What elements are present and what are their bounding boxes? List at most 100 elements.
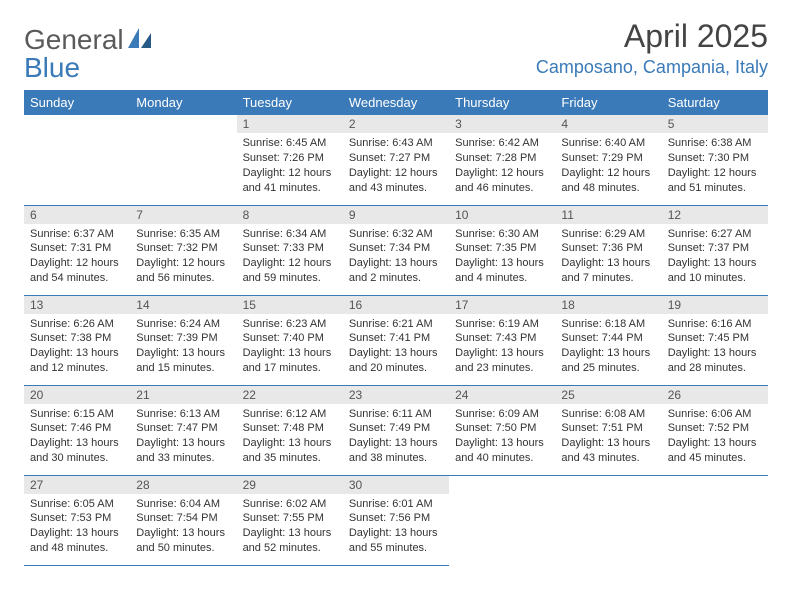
day-number: 15	[237, 296, 343, 314]
daylight-text: Daylight: 13 hours and 20 minutes.	[349, 346, 443, 376]
sunset-text: Sunset: 7:30 PM	[668, 151, 762, 166]
sunset-text: Sunset: 7:41 PM	[349, 331, 443, 346]
daylight-text: Daylight: 13 hours and 33 minutes.	[136, 436, 230, 466]
sunrise-text: Sunrise: 6:02 AM	[243, 497, 337, 512]
page: General April 2025 Camposano, Campania, …	[0, 0, 792, 576]
sunrise-text: Sunrise: 6:40 AM	[561, 136, 655, 151]
day-body: Sunrise: 6:29 AMSunset: 7:36 PMDaylight:…	[555, 224, 661, 290]
daylight-text: Daylight: 13 hours and 4 minutes.	[455, 256, 549, 286]
day-body: Sunrise: 6:37 AMSunset: 7:31 PMDaylight:…	[24, 224, 130, 290]
daylight-text: Daylight: 12 hours and 56 minutes.	[136, 256, 230, 286]
sunrise-text: Sunrise: 6:04 AM	[136, 497, 230, 512]
sunset-text: Sunset: 7:40 PM	[243, 331, 337, 346]
sunrise-text: Sunrise: 6:08 AM	[561, 407, 655, 422]
sunrise-text: Sunrise: 6:38 AM	[668, 136, 762, 151]
weekday-header: Saturday	[662, 90, 768, 115]
sunrise-text: Sunrise: 6:30 AM	[455, 227, 549, 242]
calendar-day-cell: 16Sunrise: 6:21 AMSunset: 7:41 PMDayligh…	[343, 295, 449, 385]
day-number: 17	[449, 296, 555, 314]
day-number: 18	[555, 296, 661, 314]
day-body: Sunrise: 6:19 AMSunset: 7:43 PMDaylight:…	[449, 314, 555, 380]
weekday-header: Thursday	[449, 90, 555, 115]
calendar-day-cell: 18Sunrise: 6:18 AMSunset: 7:44 PMDayligh…	[555, 295, 661, 385]
day-number: 24	[449, 386, 555, 404]
sunset-text: Sunset: 7:51 PM	[561, 421, 655, 436]
day-number: 10	[449, 206, 555, 224]
day-body: Sunrise: 6:09 AMSunset: 7:50 PMDaylight:…	[449, 404, 555, 470]
daylight-text: Daylight: 13 hours and 28 minutes.	[668, 346, 762, 376]
sunset-text: Sunset: 7:26 PM	[243, 151, 337, 166]
sunrise-text: Sunrise: 6:19 AM	[455, 317, 549, 332]
day-number: 16	[343, 296, 449, 314]
sunset-text: Sunset: 7:32 PM	[136, 241, 230, 256]
title-block: April 2025 Camposano, Campania, Italy	[536, 18, 768, 78]
calendar-day-cell: 17Sunrise: 6:19 AMSunset: 7:43 PMDayligh…	[449, 295, 555, 385]
calendar-day-cell: 21Sunrise: 6:13 AMSunset: 7:47 PMDayligh…	[130, 385, 236, 475]
calendar-empty-cell	[555, 475, 661, 565]
day-number: 26	[662, 386, 768, 404]
sunrise-text: Sunrise: 6:43 AM	[349, 136, 443, 151]
calendar-table: SundayMondayTuesdayWednesdayThursdayFrid…	[24, 90, 768, 566]
sunset-text: Sunset: 7:31 PM	[30, 241, 124, 256]
logo-text-blue: Blue	[24, 52, 80, 84]
calendar-week-row: 6Sunrise: 6:37 AMSunset: 7:31 PMDaylight…	[24, 205, 768, 295]
day-number: 30	[343, 476, 449, 494]
calendar-day-cell: 10 Sunrise: 6:30 AMSunset: 7:35 PMDayligh…	[449, 205, 555, 295]
day-number: 2	[343, 115, 449, 133]
day-body: Sunrise: 6:16 AMSunset: 7:45 PMDaylight:…	[662, 314, 768, 380]
day-body: Sunrise: 6:05 AMSunset: 7:53 PMDaylight:…	[24, 494, 130, 560]
day-number: 7	[130, 206, 236, 224]
calendar-day-cell: 19Sunrise: 6:16 AMSunset: 7:45 PMDayligh…	[662, 295, 768, 385]
sunrise-text: Sunrise: 6:35 AM	[136, 227, 230, 242]
day-body: Sunrise: 6:15 AMSunset: 7:46 PMDaylight:…	[24, 404, 130, 470]
sunset-text: Sunset: 7:45 PM	[668, 331, 762, 346]
calendar-day-cell: 25Sunrise: 6:08 AMSunset: 7:51 PMDayligh…	[555, 385, 661, 475]
day-body: Sunrise: 6:26 AMSunset: 7:38 PMDaylight:…	[24, 314, 130, 380]
daylight-text: Daylight: 13 hours and 50 minutes.	[136, 526, 230, 556]
day-body: Sunrise: 6:01 AMSunset: 7:56 PMDaylight:…	[343, 494, 449, 560]
sunrise-text: Sunrise: 6:09 AM	[455, 407, 549, 422]
sunset-text: Sunset: 7:55 PM	[243, 511, 337, 526]
calendar-day-cell: 22Sunrise: 6:12 AMSunset: 7:48 PMDayligh…	[237, 385, 343, 475]
calendar-empty-cell	[130, 115, 236, 205]
sunset-text: Sunset: 7:47 PM	[136, 421, 230, 436]
day-body: Sunrise: 6:42 AMSunset: 7:28 PMDaylight:…	[449, 133, 555, 199]
day-number: 6	[24, 206, 130, 224]
weekday-header: Sunday	[24, 90, 130, 115]
sunrise-text: Sunrise: 6:45 AM	[243, 136, 337, 151]
day-body: Sunrise: 6:21 AMSunset: 7:41 PMDaylight:…	[343, 314, 449, 380]
daylight-text: Daylight: 12 hours and 51 minutes.	[668, 166, 762, 196]
sunrise-text: Sunrise: 6:06 AM	[668, 407, 762, 422]
calendar-day-cell: 5Sunrise: 6:38 AMSunset: 7:30 PMDaylight…	[662, 115, 768, 205]
day-body: Sunrise: 6:35 AMSunset: 7:32 PMDaylight:…	[130, 224, 236, 290]
sunrise-text: Sunrise: 6:37 AM	[30, 227, 124, 242]
sunset-text: Sunset: 7:43 PM	[455, 331, 549, 346]
sunset-text: Sunset: 7:37 PM	[668, 241, 762, 256]
daylight-text: Daylight: 13 hours and 10 minutes.	[668, 256, 762, 286]
sunset-text: Sunset: 7:38 PM	[30, 331, 124, 346]
sunset-text: Sunset: 7:46 PM	[30, 421, 124, 436]
daylight-text: Daylight: 13 hours and 2 minutes.	[349, 256, 443, 286]
sunset-text: Sunset: 7:33 PM	[243, 241, 337, 256]
weekday-row: SundayMondayTuesdayWednesdayThursdayFrid…	[24, 90, 768, 115]
daylight-text: Daylight: 13 hours and 17 minutes.	[243, 346, 337, 376]
weekday-header: Tuesday	[237, 90, 343, 115]
sunset-text: Sunset: 7:35 PM	[455, 241, 549, 256]
calendar-day-cell: 8Sunrise: 6:34 AMSunset: 7:33 PMDaylight…	[237, 205, 343, 295]
calendar-head: SundayMondayTuesdayWednesdayThursdayFrid…	[24, 90, 768, 115]
sunrise-text: Sunrise: 6:12 AM	[243, 407, 337, 422]
daylight-text: Daylight: 13 hours and 48 minutes.	[30, 526, 124, 556]
page-title: April 2025	[536, 18, 768, 55]
day-body: Sunrise: 6:32 AMSunset: 7:34 PMDaylight:…	[343, 224, 449, 290]
calendar-day-cell: 30Sunrise: 6:01 AMSunset: 7:56 PMDayligh…	[343, 475, 449, 565]
sunrise-text: Sunrise: 6:16 AM	[668, 317, 762, 332]
sunrise-text: Sunrise: 6:32 AM	[349, 227, 443, 242]
sunset-text: Sunset: 7:27 PM	[349, 151, 443, 166]
weekday-header: Wednesday	[343, 90, 449, 115]
sunrise-text: Sunrise: 6:11 AM	[349, 407, 443, 422]
daylight-text: Daylight: 13 hours and 52 minutes.	[243, 526, 337, 556]
calendar-day-cell: 12Sunrise: 6:27 AMSunset: 7:37 PMDayligh…	[662, 205, 768, 295]
weekday-header: Monday	[130, 90, 236, 115]
day-number: 13	[24, 296, 130, 314]
sunrise-text: Sunrise: 6:23 AM	[243, 317, 337, 332]
